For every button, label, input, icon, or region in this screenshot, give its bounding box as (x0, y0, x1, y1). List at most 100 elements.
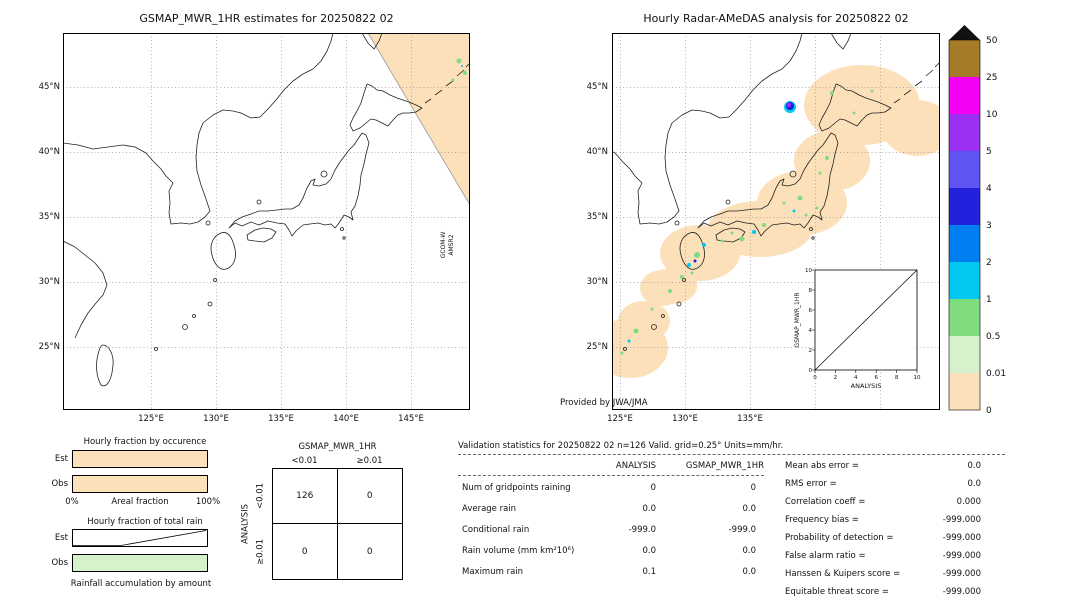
credit-text: Provided by JWA/JMA (560, 398, 648, 408)
stats-row-label: Average rain (462, 504, 517, 514)
stats-row-gsmap: -999.0 (728, 525, 756, 535)
stats-row-gsmap: 0.0 (742, 504, 756, 514)
colorbar-label: 2 (986, 258, 992, 268)
score-value: -999.000 (942, 587, 981, 597)
colorbar-label: 0.5 (986, 332, 1000, 342)
lon-label: 140°E (333, 414, 359, 424)
score-value: 0.0 (967, 479, 981, 489)
lon-label: 145°E (398, 414, 424, 424)
lat-label: 35°N (38, 212, 60, 222)
stats-row-analysis: 0 (650, 483, 656, 493)
swath-label: GCOM-W AMSR2 (440, 232, 455, 259)
colorbar-over-max-triangle (949, 25, 980, 40)
colorbar-label: 4 (986, 184, 992, 194)
map-frame (612, 33, 940, 410)
contingency-cell: 126 (273, 469, 338, 524)
colorbar-label: 10 (986, 110, 998, 120)
inset-ytick: 4 (809, 328, 813, 334)
inset-ytick: 10 (805, 268, 812, 274)
occurrence-est-bar (72, 450, 208, 468)
rain-cells (620, 89, 874, 355)
inset-ticks (812, 269, 918, 373)
score-label: Hanssen & Kuipers score = (785, 569, 901, 579)
inset-xlabel: ANALYSIS (851, 382, 882, 390)
stats-row-analysis: -999.0 (628, 525, 656, 535)
inset-xtick: 4 (854, 375, 858, 381)
stats-row-label: Conditional rain (462, 525, 530, 535)
stats-title: Validation statistics for 20250822 02 n=… (458, 441, 784, 451)
colorbar-label: 25 (986, 73, 997, 83)
colorbar-label: 1 (986, 295, 992, 305)
lat-label: 30°N (38, 277, 60, 287)
swath-rain-cells (451, 58, 467, 82)
stats-row-gsmap: 0.0 (742, 567, 756, 577)
lat-label: 45°N (38, 82, 60, 92)
colorbar-frame (948, 39, 981, 411)
lat-label: 35°N (586, 212, 608, 222)
contingency-table: 126 0 0 0 (272, 468, 403, 580)
stats-row-label: Num of gridpoints raining (462, 483, 571, 493)
score-line: Frequency bias = -999.000 (785, 515, 981, 526)
lat-label: 40°N (586, 147, 608, 157)
occurrence-chart-title: Hourly fraction by occurence (83, 437, 207, 447)
lon-label: 135°E (268, 414, 294, 424)
lat-label: 25°N (38, 342, 60, 352)
totalrain-axis-label: Rainfall accumulation by amount (70, 579, 212, 589)
amsr2-swath (367, 33, 470, 206)
inset-ytick: 0 (809, 368, 813, 374)
colorbar-labels: 50 25 10 5 4 3 2 1 0.5 0.01 0 (986, 36, 1006, 416)
row-label-obs: Obs (51, 558, 68, 568)
lat-label: 25°N (586, 342, 608, 352)
score-line: Hanssen & Kuipers score = -999.000 (785, 569, 981, 580)
score-label: Frequency bias = (785, 515, 859, 525)
map-frame (63, 33, 470, 410)
stats-divider (458, 475, 764, 476)
contingency-row-axis: ANALYSIS (240, 503, 251, 545)
score-line: Probability of detection = -999.000 (785, 533, 981, 544)
row-label-obs: Obs (51, 479, 68, 489)
lon-label: 135°E (737, 414, 763, 424)
score-line: Correlation coeff = 0.000 (785, 497, 981, 508)
row-label-est: Est (54, 533, 68, 543)
lon-label: 125°E (607, 414, 633, 424)
colorbar-label: 50 (986, 36, 998, 46)
colorbar-label: 0 (986, 406, 992, 416)
axis-min-label: 0% (65, 497, 79, 507)
inset-scatter: 0 2 4 6 8 10 0 2 4 6 8 10 GSMAP_MWR_1HR … (794, 268, 921, 390)
inset-xtick: 10 (914, 375, 921, 381)
stats-row-analysis: 0.1 (642, 567, 656, 577)
contingency-cell: 0 (366, 546, 373, 557)
colorbar-segments (949, 40, 980, 410)
lon-label: 130°E (672, 414, 698, 424)
axis-max-label: 100% (195, 497, 221, 507)
score-label: Mean abs error = (785, 461, 859, 471)
colorbar-label: 0.01 (986, 369, 1006, 379)
lon-label: 125°E (138, 414, 164, 424)
score-label: RMS error = (785, 479, 837, 489)
totalrain-est-bar (72, 529, 208, 547)
score-line: RMS error = 0.0 (785, 479, 981, 490)
inset-ytick: 8 (809, 288, 813, 294)
inset-ylabel: GSMAP_MWR_1HR (794, 292, 801, 347)
totalrain-est-curve (73, 530, 207, 546)
contingency-row-header: ≥0.01 (255, 538, 266, 566)
contingency-title: GSMAP_MWR_1HR (298, 442, 377, 452)
stats-col-header-gsmap: GSMAP_MWR_1HR (685, 461, 764, 471)
score-value: -999.000 (942, 533, 981, 543)
lat-label: 30°N (586, 277, 608, 287)
occurrence-axis-label: Areal fraction (111, 497, 169, 507)
lat-label: 45°N (586, 82, 608, 92)
score-value: -999.000 (942, 569, 981, 579)
score-value: -999.000 (942, 515, 981, 525)
inset-xtick: 8 (895, 375, 899, 381)
score-value: 0.0 (967, 461, 981, 471)
contingency-col-header: <0.01 (291, 456, 318, 466)
colorbar: 50 25 10 5 4 3 2 1 0.5 0.01 0 (948, 25, 1006, 416)
stats-row-gsmap: 0 (750, 483, 756, 493)
contingency-cell: 0 (337, 469, 402, 524)
stats-row-label: Rain volume (mm km²10⁶) (462, 546, 575, 556)
inset-xtick: 2 (834, 375, 838, 381)
lat-label: 40°N (38, 147, 60, 157)
score-line: Mean abs error = 0.0 (785, 461, 981, 472)
left-map: GCOM-W AMSR2 (63, 33, 470, 410)
